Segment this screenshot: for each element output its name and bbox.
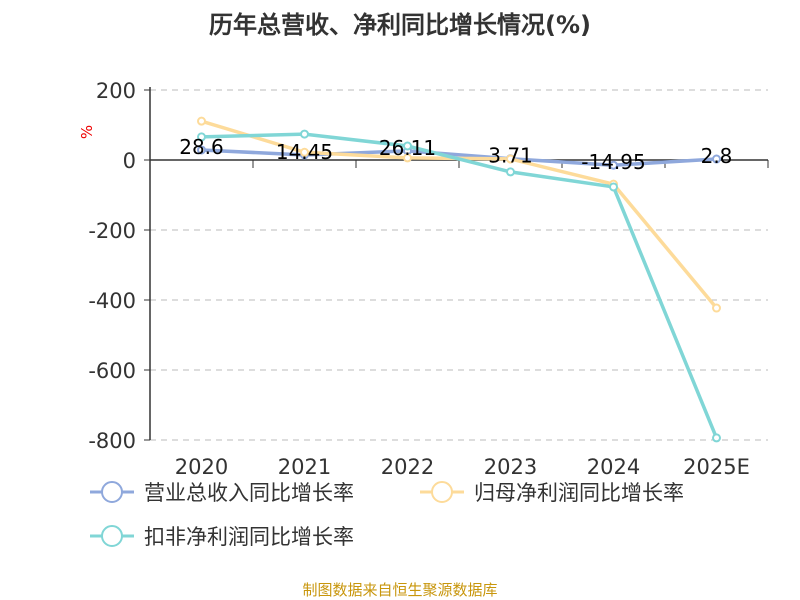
data-label: 2.8 bbox=[701, 144, 733, 168]
y-tick-label: 200 bbox=[96, 79, 136, 103]
chart-title: 历年总营收、净利同比增长情况(%) bbox=[209, 11, 591, 39]
data-point bbox=[506, 154, 515, 164]
legend-marker bbox=[101, 481, 123, 503]
legend-label: 扣非净利润同比增长率 bbox=[144, 525, 354, 549]
x-tick-label: 2022 bbox=[381, 455, 434, 479]
y-tick-label: -800 bbox=[88, 429, 136, 453]
data-point bbox=[197, 145, 206, 155]
data-point bbox=[403, 141, 412, 151]
data-point bbox=[609, 182, 618, 192]
x-tick-label: 2024 bbox=[587, 455, 640, 479]
data-label: 28.6 bbox=[179, 135, 224, 159]
x-tick-label: 2020 bbox=[175, 455, 228, 479]
data-point bbox=[300, 147, 309, 157]
x-tick-label: 2021 bbox=[278, 455, 331, 479]
data-point bbox=[506, 167, 515, 177]
data-point bbox=[403, 153, 412, 163]
y-tick-label: -600 bbox=[88, 359, 136, 383]
data-label: 14.45 bbox=[276, 140, 333, 164]
data-point bbox=[300, 129, 309, 139]
data-label: -14.95 bbox=[581, 150, 645, 174]
data-point bbox=[609, 160, 618, 170]
y-axis-label: % bbox=[78, 125, 96, 139]
data-point bbox=[712, 303, 721, 313]
data-label: 26.11 bbox=[379, 136, 436, 160]
y-tick-label: -200 bbox=[88, 219, 136, 243]
x-tick-label: 2023 bbox=[484, 455, 537, 479]
legend-label: 营业总收入同比增长率 bbox=[144, 481, 354, 505]
legend-marker bbox=[101, 525, 123, 547]
series-line bbox=[201, 148, 717, 167]
data-point bbox=[712, 154, 721, 164]
y-tick-label: 0 bbox=[123, 149, 136, 173]
x-tick-label: 2025E bbox=[683, 455, 750, 479]
data-point bbox=[712, 433, 721, 443]
source-note: 制图数据来自恒生聚源数据库 bbox=[302, 581, 497, 599]
legend-label: 归母净利润同比增长率 bbox=[474, 481, 684, 505]
y-tick-label: -400 bbox=[88, 289, 136, 313]
series-line bbox=[201, 132, 719, 439]
data-label: 3.71 bbox=[488, 144, 533, 168]
data-point bbox=[197, 116, 206, 126]
legend-marker bbox=[431, 481, 453, 503]
data-point bbox=[197, 132, 206, 142]
